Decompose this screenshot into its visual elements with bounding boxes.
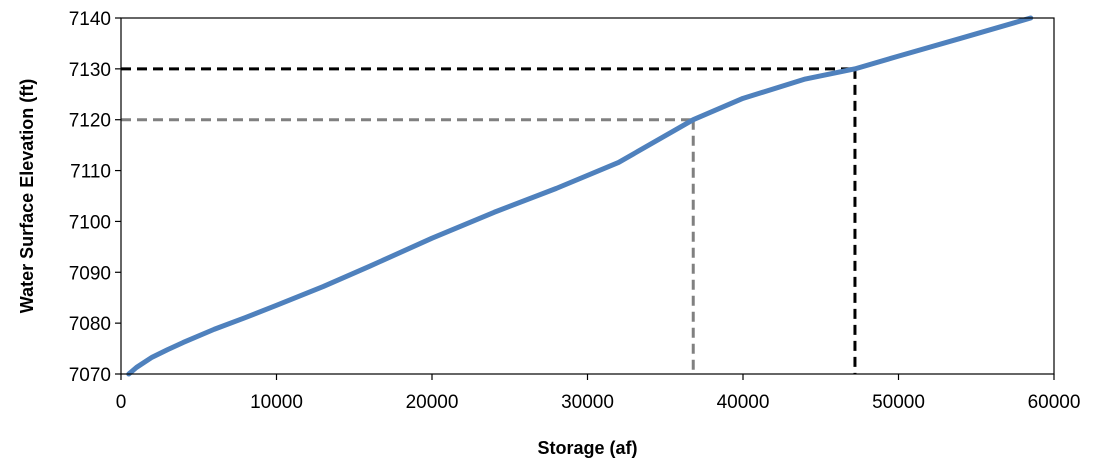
y-tick-label: 7080 [69, 314, 111, 335]
storage-elevation-curve [126, 15, 1034, 377]
x-tick-label: 0 [116, 392, 127, 413]
series-layer [126, 15, 1034, 377]
y-tick-label: 7110 [70, 162, 111, 183]
x-axis-ticks: 0 10000 20000 30000 40000 50000 60000 [116, 374, 1081, 413]
y-tick-label: 7090 [69, 263, 111, 284]
plot-area-frame [120, 17, 1055, 375]
x-tick-label: 60000 [1028, 392, 1081, 413]
y-tick-label: 7140 [69, 9, 111, 30]
y-tick-label: 7120 [69, 111, 111, 132]
x-tick-label: 10000 [250, 392, 303, 413]
y-tick-label: 7130 [69, 60, 111, 81]
x-axis-title: Storage (af) [537, 438, 637, 458]
reference-lines [121, 67, 857, 374]
y-tick-label: 7100 [69, 212, 111, 233]
y-axis-ticks: 7070 7080 7090 7100 7110 7120 7130 7140 [69, 9, 121, 386]
x-tick-label: 30000 [561, 392, 614, 413]
x-tick-label: 20000 [406, 392, 459, 413]
x-tick-label: 50000 [872, 392, 925, 413]
y-tick-label: 7070 [69, 365, 111, 386]
y-axis-title: Water Surface Elevation (ft) [17, 79, 37, 313]
x-tick-label: 40000 [717, 392, 770, 413]
